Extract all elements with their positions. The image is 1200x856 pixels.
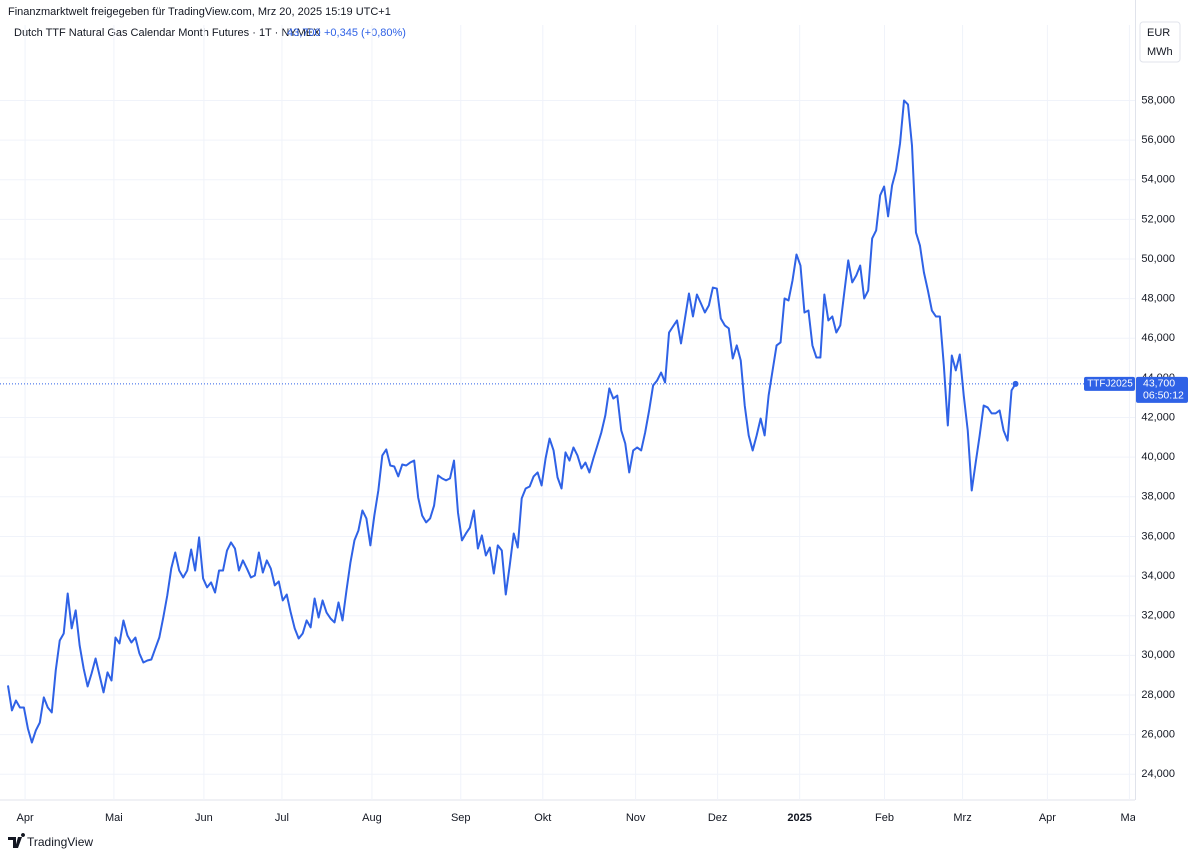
price: 43,700: [287, 27, 321, 39]
x-tick-label: Sep: [451, 812, 471, 824]
y-tick-label: 34,000: [1141, 570, 1175, 582]
y-tick-label: 56,000: [1141, 134, 1175, 146]
x-tick-label: Nov: [626, 812, 646, 824]
chart-title: Dutch TTF Natural Gas Calendar Month Fut…: [14, 27, 321, 39]
symbol-tag: [1084, 376, 1135, 391]
plot: [0, 25, 1135, 800]
x-tick-label: Jul: [275, 812, 289, 824]
x-tick-label: Okt: [534, 812, 551, 824]
price-tag: [1136, 376, 1188, 403]
x-tick-label: Dez: [708, 812, 728, 824]
y-tick-label: 42,000: [1141, 411, 1175, 423]
x-axis: Apr Mai Jun Jul Aug Sep Okt Nov Dez 2025 Feb Mrz Apr…: [17, 812, 1139, 824]
logo-icon: [8, 833, 26, 848]
y-tick-label: 30,000: [1141, 649, 1175, 661]
y-tick-label: 28,000: [1141, 689, 1175, 701]
price-line: [6, 99, 1017, 744]
last-price-label: 43,700: [1143, 378, 1175, 390]
symbol-label: TTFJ2025: [1087, 378, 1133, 389]
y-tick-label: 32,000: [1141, 610, 1175, 622]
x-tick-label: Aug: [362, 812, 382, 824]
y-tick-label: 36,000: [1141, 530, 1175, 542]
x-tick-label: Mai: [105, 812, 123, 824]
x-tick-label: Apr: [17, 812, 34, 824]
y-tick-label: 46,000: [1141, 332, 1175, 344]
x-tick-label: Jun: [195, 812, 213, 824]
change: +0,345 (+0,80%): [324, 27, 406, 39]
unit-currency: EUR: [1147, 27, 1170, 39]
y-tick-label: 48,000: [1141, 293, 1175, 305]
logo-text: TradingView: [27, 835, 93, 849]
credit: Finanzmarktwelt freigegeben für TradingV…: [8, 6, 391, 18]
last-point: [1012, 380, 1019, 387]
x-tick-label: Mrz: [953, 812, 971, 824]
unit-measure: MWh: [1147, 46, 1173, 58]
y-tick-label: 54,000: [1141, 174, 1175, 186]
x-tick-label: 2025: [787, 812, 811, 824]
unit-box[interactable]: [1139, 21, 1181, 63]
y-tick-label: 50,000: [1141, 253, 1175, 265]
y-tick-label: 38,000: [1141, 491, 1175, 503]
x-tick-label: Mai: [1121, 812, 1139, 824]
y-tick-label: 24,000: [1141, 768, 1175, 780]
y-tick-label: 58,000: [1141, 94, 1175, 106]
y-tick-label: 40,000: [1141, 451, 1175, 463]
logo: TradingView: [8, 833, 93, 849]
x-tick-label: Feb: [875, 812, 894, 824]
y-tick-label: 26,000: [1141, 729, 1175, 741]
y-tick-label: 52,000: [1141, 213, 1175, 225]
countdown: 06:50:12: [1143, 390, 1184, 402]
x-tick-label: Apr: [1039, 812, 1056, 824]
